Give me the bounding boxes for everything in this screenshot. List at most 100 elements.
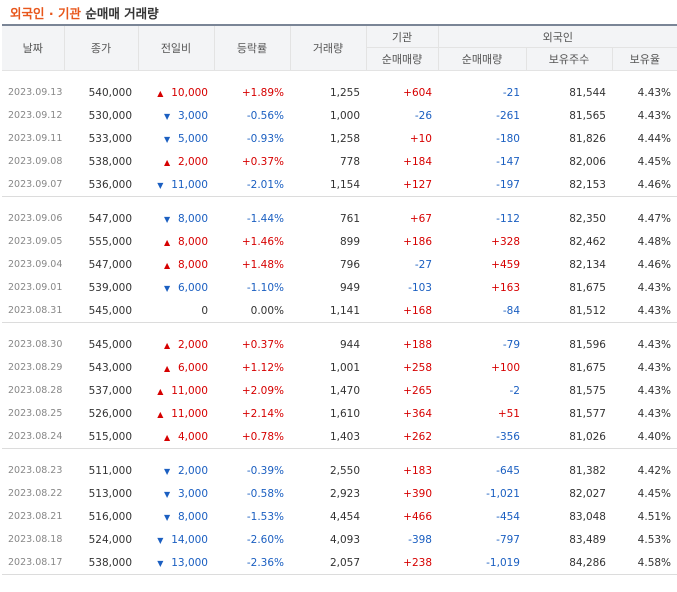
holdings-cell: 81,675 [569,361,606,374]
date-cell: 2023.09.11 [8,133,63,144]
date-cell: 2023.08.23 [8,465,63,476]
date-cell: 2023.08.22 [8,488,63,499]
holdings-cell: 81,026 [526,425,612,449]
header-close: 종가 [64,24,139,71]
rate-cell: -1.10% [246,281,284,294]
foreign-net-cell: -1,019 [438,551,526,575]
change-value: 5,000 [177,132,208,145]
down-triangle-icon: ▼ [163,134,171,144]
ratio-cell: 4.43% [612,299,677,323]
change-cell: ▼ 6,000 [138,276,214,299]
table-row: 2023.09.11 533,000 ▼ 5,000 -0.93% 1,258 +10 -18… [2,127,677,150]
change-cell: ▼ 8,000 [138,505,214,528]
table-row: 2023.08.28 537,000 ▲ 11,000 +2.09% 1,470 +265 -… [2,379,677,402]
foreign-net-cell: -21 [502,86,520,99]
investor-trading-table: 날짜 종가 전일비 등락률 거래량 기관 외국인 순매매량 순매매량 보유주수 … [2,24,677,575]
down-triangle-icon: ▼ [163,214,171,224]
down-triangle-icon: ▼ [163,283,171,293]
inst-net-cell: -398 [408,533,432,546]
holdings-cell: 82,462 [569,235,606,248]
volume-cell: 1,141 [290,299,366,323]
change-cell: ▲ 11,000 [138,379,214,402]
inst-net-cell: +262 [366,425,438,449]
rate-cell: -2.01% [214,173,290,197]
change-cell: ▼ 11,000 [138,173,214,197]
table-row: 2023.09.05 555,000 ▲ 8,000 +1.46% 899 +186 +328… [2,230,677,253]
change-cell: ▼ 2,000 [138,459,214,482]
ratio-cell: 4.46% [637,258,672,271]
foreign-net-cell: -197 [438,173,526,197]
change-cell: ▲ 2,000 [138,333,214,356]
header-institution: 기관 [366,24,439,48]
change-cell: ▼ 13,000 [138,551,214,575]
header-ratio: 보유율 [612,47,677,71]
up-triangle-icon: ▲ [157,88,164,98]
volume-cell: 1,154 [290,173,366,197]
title-trade-label: 순매매 거래량 [85,6,159,21]
holdings-cell: 81,512 [526,299,612,323]
date-cell: 2023.09.05 [8,236,63,247]
rate-cell: +1.12% [241,361,284,374]
inst-net-cell: +168 [366,299,438,323]
group-spacer [2,449,677,460]
change-cell: ▲ 6,000 [138,356,214,379]
title-investor-label: 외국인 · 기관 [10,6,81,21]
volume-cell: 778 [339,155,360,168]
volume-cell: 2,923 [329,487,360,500]
table-body: 2023.09.13 540,000 ▲ 10,000 +1.89% 1,255 +604 -… [2,71,677,575]
change-value: 2,000 [177,155,208,168]
ratio-cell: 4.51% [637,510,672,523]
table-row: 2023.08.29 543,000 ▲ 6,000 +1.12% 1,001 +258 +1… [2,356,677,379]
change-cell: 0 [138,299,214,323]
table-row: 2023.08.31 545,000 0 0.00% 1,141 +168 -84 81,51… [2,299,677,323]
foreign-net-cell: -79 [502,338,520,351]
change-cell: ▲ 4,000 [138,425,214,449]
date-cell: 2023.08.17 [2,551,64,575]
holdings-cell: 81,575 [569,384,606,397]
close-cell: 538,000 [88,155,132,168]
volume-cell: 944 [339,338,360,351]
inst-net-cell: +127 [366,173,438,197]
rate-cell: +2.09% [241,384,284,397]
close-cell: 536,000 [64,173,138,197]
close-cell: 555,000 [88,235,132,248]
foreign-net-cell: +51 [497,407,520,420]
date-cell: 2023.08.21 [8,511,63,522]
change-value: 8,000 [177,510,208,523]
inst-net-cell: +188 [403,338,432,351]
holdings-cell: 82,006 [569,155,606,168]
close-cell: 515,000 [64,425,138,449]
up-triangle-icon: ▲ [163,260,171,270]
close-cell: 538,000 [64,551,138,575]
ratio-cell: 4.53% [637,533,672,546]
table-row: 2023.09.13 540,000 ▲ 10,000 +1.89% 1,255 +604 -… [2,81,677,104]
inst-net-cell: +184 [403,155,432,168]
close-cell: 511,000 [88,464,132,477]
up-triangle-icon: ▲ [157,409,164,419]
holdings-cell: 82,350 [569,212,606,225]
group-spacer [2,323,677,334]
change-cell: ▲ 8,000 [138,230,214,253]
close-cell: 545,000 [64,299,138,323]
table-row: 2023.08.18 524,000 ▼ 14,000 -2.60% 4,093 -398 -… [2,528,677,551]
table-row: 2023.09.04 547,000 ▲ 8,000 +1.48% 796 -27 +459 8… [2,253,677,276]
up-triangle-icon: ▲ [157,386,164,396]
rate-cell: 0.00% [214,299,290,323]
date-cell: 2023.08.30 [8,339,63,350]
table-row: 2023.09.08 538,000 ▲ 2,000 +0.37% 778 +184 -147… [2,150,677,173]
close-cell: 533,000 [88,132,132,145]
down-triangle-icon: ▼ [157,558,164,568]
rate-cell: -0.39% [246,464,284,477]
change-cell: ▼ 5,000 [138,127,214,150]
inst-net-cell: -27 [414,258,432,271]
change-cell: ▼ 8,000 [138,207,214,230]
rate-cell: -2.36% [214,551,290,575]
foreign-net-cell: -2 [509,384,520,397]
header-inst-net: 순매매량 [366,47,439,71]
change-value: 6,000 [177,361,208,374]
close-cell: 547,000 [88,258,132,271]
holdings-cell: 83,048 [569,510,606,523]
volume-cell: 4,093 [329,533,360,546]
rate-cell: -1.53% [246,510,284,523]
change-value: 8,000 [177,212,208,225]
